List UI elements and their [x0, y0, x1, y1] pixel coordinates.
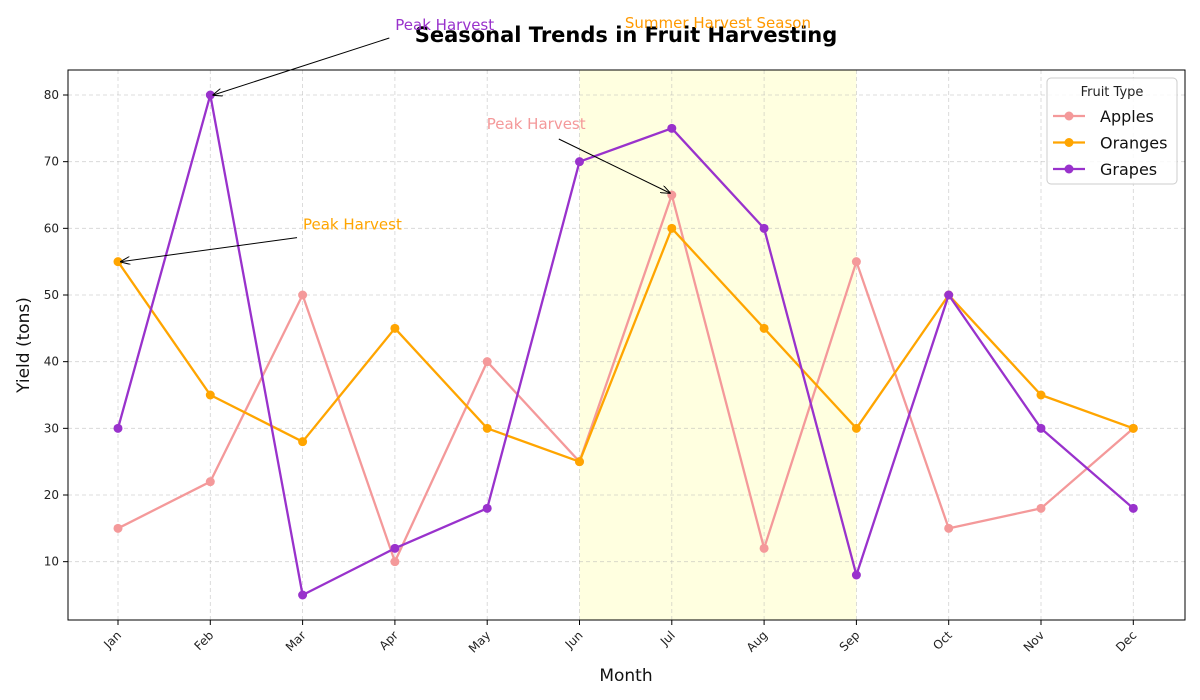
x-tick-label: Dec	[1113, 628, 1139, 654]
data-point-oranges	[575, 457, 584, 467]
legend-marker-grapes	[1064, 164, 1074, 174]
legend-label-apples: Apples	[1100, 107, 1154, 126]
data-point-apples	[667, 190, 677, 200]
x-tick-label: Apr	[376, 628, 401, 653]
data-point-apples	[1036, 503, 1046, 513]
annotation-arrow-apples	[558, 138, 670, 193]
data-point-oranges	[482, 423, 492, 433]
data-point-apples	[390, 557, 400, 567]
series-line-grapes	[116, 93, 1135, 597]
data-point-oranges	[759, 323, 769, 333]
x-tick-label: Sep	[837, 628, 863, 654]
annotation-arrow-grapes	[213, 37, 390, 95]
data-point-grapes	[575, 157, 584, 167]
legend-marker-oranges	[1064, 138, 1074, 147]
legend-marker-apples	[1064, 111, 1074, 121]
y-tick-label: 10	[44, 555, 59, 569]
data-point-oranges	[390, 323, 400, 333]
series-line-apples	[117, 193, 1135, 563]
legend-label-grapes: Grapes	[1100, 160, 1157, 179]
data-point-grapes	[1128, 503, 1138, 513]
data-point-oranges	[667, 223, 677, 233]
data-point-grapes	[1036, 423, 1046, 433]
data-point-apples	[944, 523, 954, 533]
annotation-apples: Peak Harvest	[487, 115, 586, 133]
annotation-arrow-oranges	[121, 237, 298, 262]
plot-frame	[67, 69, 1186, 621]
x-tick-label: Jan	[100, 628, 124, 652]
shaded-region-label: Summer Harvest Season	[625, 14, 811, 32]
legend: Fruit Type Apples Oranges Grapes	[1046, 77, 1178, 185]
data-point-oranges	[205, 390, 215, 400]
legend-label-oranges: Oranges	[1100, 134, 1167, 153]
data-point-oranges	[1036, 390, 1046, 400]
x-tick-label: Feb	[191, 628, 216, 653]
data-point-grapes	[298, 590, 308, 600]
x-tick-label: Jul	[657, 628, 678, 649]
x-axis-label: Month	[599, 666, 652, 686]
data-point-oranges	[851, 423, 861, 433]
data-point-oranges	[298, 437, 308, 447]
y-tick-label: 20	[44, 488, 59, 502]
y-tick-label: 80	[44, 88, 59, 102]
data-point-grapes	[851, 570, 861, 580]
data-point-apples	[482, 357, 492, 367]
data-point-grapes	[390, 543, 400, 553]
data-point-grapes	[113, 423, 123, 433]
y-tick-label: 70	[44, 155, 59, 169]
legend-box	[1046, 77, 1178, 185]
x-tick-label: Mar	[283, 628, 309, 654]
data-point-grapes	[759, 223, 769, 233]
x-tick-label: Jun	[562, 628, 586, 652]
y-tick-label: 60	[44, 221, 59, 235]
data-point-apples	[759, 543, 769, 553]
annotation-oranges: Peak Harvest	[303, 216, 402, 234]
x-tick-label: May	[466, 628, 493, 655]
y-tick-label: 30	[44, 421, 59, 435]
legend-title: Fruit Type	[1081, 85, 1144, 100]
data-point-apples	[298, 290, 308, 300]
data-point-oranges	[1128, 423, 1138, 433]
y-axis-label: Yield (tons)	[14, 297, 34, 394]
data-point-apples	[113, 523, 123, 533]
chart-title: Seasonal Trends in Fruit Harvesting	[415, 23, 838, 47]
data-point-grapes	[944, 290, 954, 300]
data-point-apples	[851, 257, 861, 267]
x-tick-label: Aug	[744, 628, 770, 654]
x-tick-label: Nov	[1021, 628, 1047, 654]
data-point-apples	[205, 477, 215, 487]
y-tick-label: 50	[44, 288, 59, 302]
y-tick-label: 40	[44, 355, 59, 369]
data-point-grapes	[482, 503, 492, 513]
x-tick-label: Oct	[930, 628, 955, 653]
data-point-grapes	[667, 123, 677, 133]
annotation-grapes: Peak Harvest	[395, 16, 494, 34]
plot-area: Jan Feb Mar Apr May Jun Jul Aug Sep Oct Nov Dec 10 20…	[44, 14, 1186, 656]
series-line-oranges	[117, 227, 1134, 463]
